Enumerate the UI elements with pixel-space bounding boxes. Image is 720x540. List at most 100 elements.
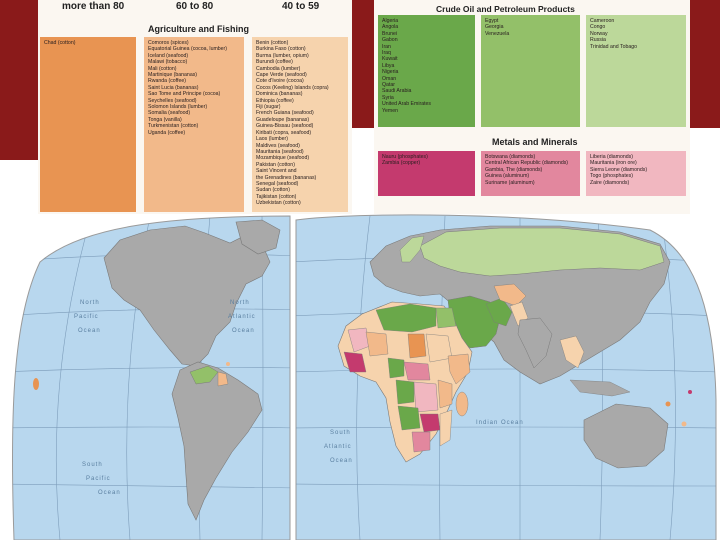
label-indian-ocean: Indian Ocean — [476, 420, 524, 426]
list-item: Sierra Leone (diamonds) — [590, 166, 648, 173]
venezuela — [189, 365, 219, 385]
label-south-pacific-2: Pacific — [86, 476, 111, 482]
list-item: Nigeria — [382, 69, 399, 76]
list-item: Cocos (Keeling) Islands (copra) — [256, 84, 329, 91]
list-item: Venezuela — [485, 30, 510, 37]
list-item: Nauru (phosphates) — [382, 154, 428, 160]
greenland — [235, 219, 281, 255]
oil-box-1: Algeria Angola Brunei Gabon Iran Iraq Kuwait Li… — [378, 15, 475, 127]
ethiopia-somalia — [447, 353, 471, 385]
left-red-bar — [0, 0, 38, 160]
list-item: Turkmenistan (cotton) — [148, 123, 199, 130]
metal-box-3: Liberia (diamonds) Mauritania (iron ore) S… — [586, 151, 686, 196]
list-item: Saint Vincent and — [256, 168, 297, 175]
list-item: Guadeloupe (bananas) — [256, 116, 310, 123]
oil-box-2: Egypt Georgia Venezuela — [481, 15, 580, 127]
gabon-congo — [395, 379, 415, 405]
list-item: Martinique (bananas) — [148, 72, 198, 79]
list-item: the Grenadines (bananas) — [256, 174, 317, 181]
fiji — [681, 421, 687, 427]
metal-list-2: Botswana (diamonds) Central African Repub… — [485, 154, 576, 186]
list-item: Sao Tome and Principe (cocoa) — [148, 91, 221, 98]
list-item: Central African Republic (diamonds) — [485, 160, 569, 167]
metal-list-1: Nauru (phosphates) Zambia (copper) — [382, 154, 471, 167]
guianas — [217, 371, 229, 387]
list-item: Seychelles (seafood) — [148, 97, 197, 104]
list-item: Equatorial Guinea (cocoa, lumber) — [148, 46, 228, 53]
mozambique — [439, 409, 453, 447]
agri-box-60-to-80: Comoros (spices) Equatorial Guinea (cocoa… — [144, 37, 244, 212]
label-north-atlantic-3: Ocean — [232, 328, 255, 334]
label-north-pacific-1: North — [80, 300, 100, 306]
chad — [407, 333, 427, 359]
list-item: Tonga (vanilla) — [148, 116, 182, 123]
list-item: Gabon — [382, 37, 398, 44]
iran — [485, 297, 513, 327]
list-item: Guinea-Bissau (seafood) — [256, 123, 314, 130]
solomon-islands — [665, 401, 671, 407]
list-item: Uganda (coffee) — [148, 129, 186, 136]
list-item: Russia — [590, 37, 606, 44]
list-item: Uzbekistan (cotton) — [256, 200, 301, 207]
indonesia — [569, 379, 631, 397]
list-item: Fiji (sugar) — [256, 104, 281, 111]
agri-list-40-to-59: Benin (cotton) Burkina Faso (cotton) Burma… — [256, 40, 344, 207]
list-item: Mozambique (seafood) — [256, 155, 310, 162]
list-item: United Arab Emirates — [382, 101, 432, 108]
zaire — [413, 381, 439, 413]
list-item: Georgia — [485, 24, 504, 31]
list-item: Libya — [382, 62, 395, 69]
list-item: Mauritania (iron ore) — [590, 160, 637, 167]
list-item: Solomon Islands (lumber) — [148, 104, 208, 111]
list-item: Mauritania (seafood) — [256, 148, 304, 155]
label-south-atlantic-3: Ocean — [330, 458, 353, 464]
label-north-pacific-3: Ocean — [78, 328, 101, 334]
label-south-atlantic-1: South — [330, 430, 351, 436]
list-item: Tajikistan (cotton) — [256, 193, 297, 200]
label-south-atlantic-2: Atlantic — [324, 444, 352, 450]
mali — [365, 331, 389, 357]
madagascar — [455, 391, 469, 417]
north-america — [103, 225, 271, 367]
list-item: Saudi Arabia — [382, 88, 412, 95]
list-item: Malawi (tobacco) — [148, 59, 188, 66]
list-item: Brunei — [382, 30, 397, 37]
india — [517, 317, 553, 369]
southeast-asia — [559, 335, 585, 369]
eastern-hemisphere: South Atlantic Ocean Indian Ocean — [295, 214, 717, 540]
list-item: Kiribati (copra, seafood) — [256, 129, 312, 136]
list-item: Cape Verde (seafood) — [256, 72, 307, 79]
oil-list-2: Egypt Georgia Venezuela — [485, 18, 576, 37]
agri-list-60-to-80: Comoros (spices) Equatorial Guinea (cocoa… — [148, 40, 240, 136]
egypt — [435, 307, 457, 329]
metal-box-1: Nauru (phosphates) Zambia (copper) — [378, 151, 475, 196]
list-item: Sudan (cotton) — [256, 187, 291, 194]
header-60-to-80: 60 to 80 — [176, 1, 214, 12]
nauru — [688, 390, 692, 394]
list-item: Chad (cotton) — [44, 40, 76, 46]
metal-list-3: Liberia (diamonds) Mauritania (iron ore) S… — [590, 154, 682, 186]
list-item: Suriname (aluminum) — [485, 179, 535, 186]
angola — [397, 405, 421, 431]
list-item: Cambodia (lumber) — [256, 65, 301, 72]
agri-box-more-than-80: Chad (cotton) — [40, 37, 136, 212]
oil-list-1: Algeria Angola Brunei Gabon Iran Iraq Kuwait Li… — [382, 18, 471, 114]
list-item: French Guiana (seafood) — [256, 110, 314, 117]
central-africa — [403, 361, 431, 381]
list-item: Iceland (seafood) — [148, 52, 189, 59]
list-item: Iraq — [382, 50, 391, 57]
hawaii — [33, 378, 39, 390]
list-item: Saint Lucia (bananas) — [148, 84, 199, 91]
agriculture-title: Agriculture and Fishing — [148, 24, 250, 34]
metal-box-2: Botswana (diamonds) Central African Repub… — [481, 151, 580, 196]
oil-list-3: Cameroon Congo Norway Russia Trinidad and To… — [590, 18, 682, 50]
central-asia — [493, 283, 527, 307]
south-america — [171, 361, 263, 521]
list-item: Laos (lumber) — [256, 136, 289, 143]
list-item: Kuwait — [382, 56, 398, 63]
list-item: Algeria — [382, 18, 399, 24]
list-item: Rwanda (coffee) — [148, 78, 186, 85]
east-africa — [437, 379, 453, 409]
crude-oil-title: Crude Oil and Petroleum Products — [436, 4, 575, 14]
